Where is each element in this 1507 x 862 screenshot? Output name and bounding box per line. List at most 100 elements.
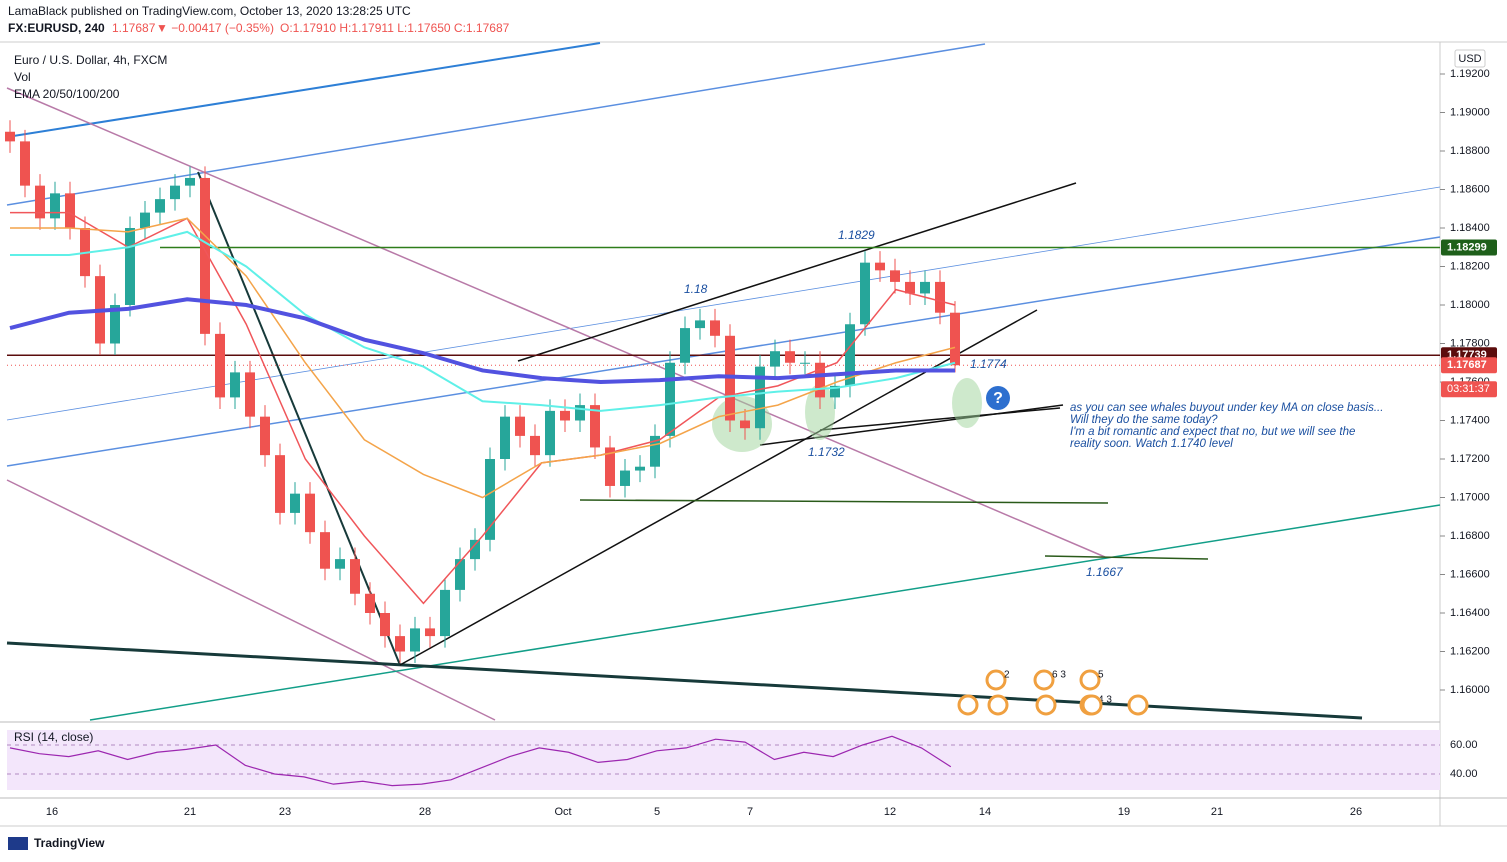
event-icon (1033, 669, 1055, 691)
trend-line (6, 87, 1106, 558)
candle-body (110, 305, 120, 344)
candle-body (365, 593, 375, 613)
x-tick-label: 16 (46, 806, 58, 818)
currency: USD (1458, 53, 1481, 65)
candle-body (575, 405, 585, 421)
candle-body (335, 559, 345, 569)
event-icon (1035, 694, 1057, 716)
y-tick-label: 1.16400 (1450, 607, 1490, 619)
candle-body (185, 177, 195, 186)
candle-body (20, 141, 30, 186)
candle-body (650, 435, 660, 467)
candle-body (410, 628, 420, 652)
rsi-title: RSI (14, close) (14, 730, 93, 744)
candle-body (665, 362, 675, 436)
price-badge-label: 1.18299 (1447, 241, 1487, 253)
footer-logo: TradingView (34, 836, 105, 850)
level-line (579, 499, 1109, 504)
candle-body (260, 416, 270, 456)
level-label: 1.1774 (970, 357, 1007, 371)
y-tick-label: 1.19200 (1450, 68, 1490, 80)
y-tick-label: 1.18800 (1450, 145, 1490, 157)
trend-line (6, 43, 986, 206)
candle-body (50, 193, 60, 219)
symbol: FX:EURUSD, 240 (8, 21, 105, 35)
question-mark: ? (993, 390, 1003, 407)
candle-body (170, 185, 180, 200)
y-tick-label: 1.18600 (1450, 183, 1490, 195)
currency-box[interactable] (1454, 49, 1486, 68)
candle-body (515, 416, 525, 436)
x-tick-label: 5 (654, 806, 660, 818)
x-tick-label: 7 (747, 806, 753, 818)
y-tick-label: 1.16000 (1450, 684, 1490, 696)
trend-line (6, 42, 601, 138)
ema-line (10, 217, 956, 499)
logo-icon (8, 837, 28, 850)
question-icon (986, 386, 1010, 410)
candle-body (425, 628, 435, 637)
candle-body (215, 333, 225, 398)
x-tick-label: 14 (979, 806, 991, 818)
level-label: 1.1667 (1086, 565, 1124, 579)
candle-body (845, 324, 855, 386)
y-tick-label: 1.17400 (1450, 414, 1490, 426)
candle-body (695, 320, 705, 329)
candle-body (740, 420, 750, 429)
candle-body (140, 212, 150, 228)
candle-body (455, 559, 465, 590)
candle-body (230, 372, 240, 398)
price-badge (1441, 239, 1497, 256)
x-tick-label: 23 (279, 806, 291, 818)
trend-line (89, 504, 1441, 721)
y-tick-label: 1.16200 (1450, 645, 1490, 657)
y-tick-label: 1.18400 (1450, 222, 1490, 234)
candle-body (920, 281, 930, 294)
candle-body (35, 185, 45, 219)
note-line: as you can see whales buyout under key M… (1070, 402, 1383, 414)
candle-body (5, 131, 15, 142)
ohlc: O:1.17910 H:1.17911 L:1.17650 C:1.17687 (280, 21, 510, 35)
trend-line (6, 236, 1441, 467)
event-count: 5 (1098, 670, 1104, 681)
y-tick-label: 1.17800 (1450, 337, 1490, 349)
x-tick-label: 28 (419, 806, 431, 818)
event-icon (957, 694, 979, 716)
event-icon (1081, 694, 1103, 716)
candle-body (605, 447, 615, 486)
candle-body (125, 228, 135, 305)
candle-body (440, 589, 450, 637)
candle-body (395, 636, 405, 652)
candle-body (545, 410, 555, 456)
y-tick-label: 1.17200 (1450, 453, 1490, 465)
level-line (1044, 555, 1209, 560)
trend-line (197, 171, 401, 666)
candle-body (620, 470, 630, 486)
candle-body (860, 262, 870, 325)
candle-body (155, 199, 165, 213)
candle-body (380, 613, 390, 637)
event-count: 6 3 (1052, 670, 1066, 681)
event-icon (985, 669, 1007, 691)
candle-body (890, 270, 900, 282)
x-tick-label: 21 (1211, 806, 1223, 818)
y-tick-label: 1.16600 (1450, 568, 1490, 580)
legend-ema: EMA 20/50/100/200 (14, 87, 120, 101)
rsi-line (9, 735, 952, 787)
event-icon (1079, 669, 1101, 691)
candle-body (65, 193, 75, 228)
note-line: I'm a bit romantic and expect that no, b… (1070, 426, 1355, 438)
candle-body (755, 366, 765, 429)
level-label: 1.1829 (838, 228, 875, 242)
candle-body (530, 435, 540, 456)
timer: 03:31:37 (1447, 383, 1490, 395)
trend-line (6, 479, 496, 721)
publisher: LamaBlack published on TradingView.com, … (8, 4, 411, 18)
event-icon (987, 694, 1009, 716)
trend-line (517, 182, 1077, 362)
candle-body (290, 493, 300, 513)
event-count: 4 3 (1098, 695, 1112, 706)
candle-body (485, 459, 495, 540)
y-tick-label: 1.16800 (1450, 530, 1490, 542)
candle-body (275, 455, 285, 513)
